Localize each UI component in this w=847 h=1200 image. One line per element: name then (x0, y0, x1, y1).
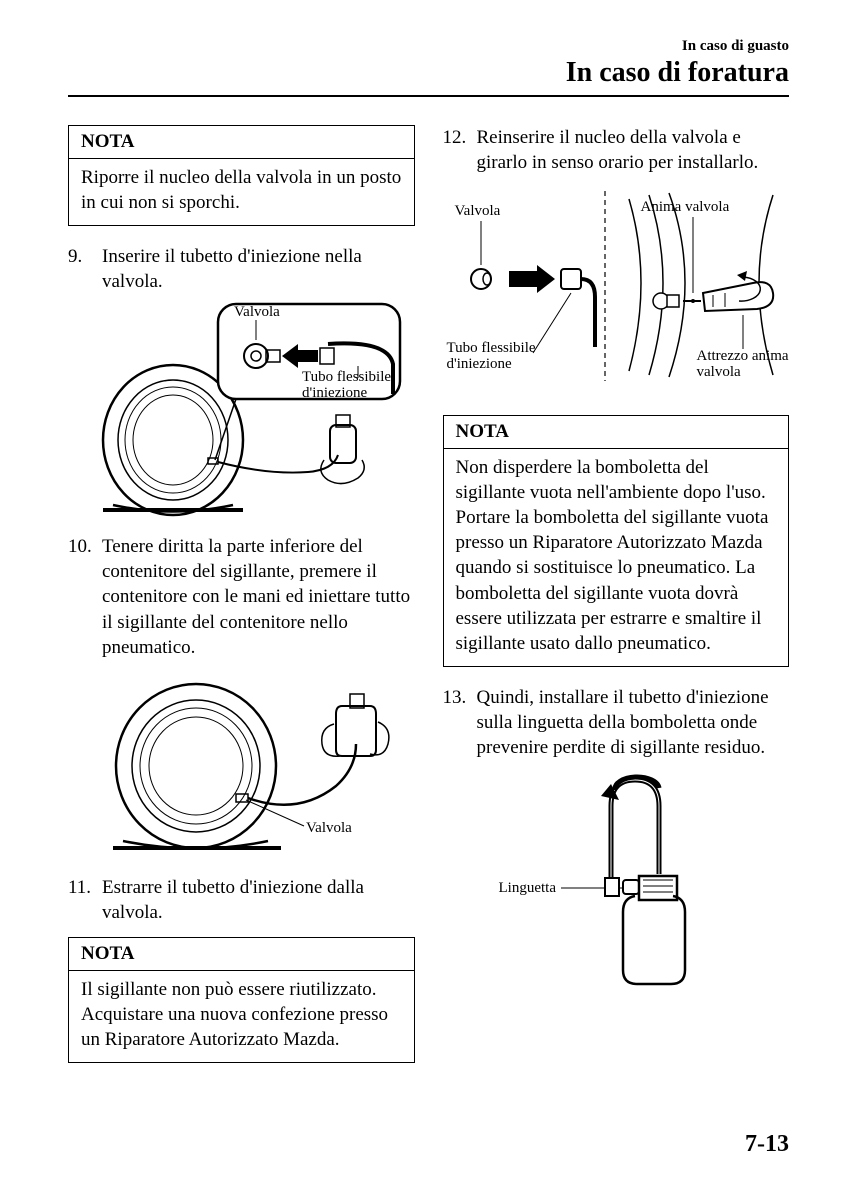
nota-title: NOTA (69, 126, 414, 159)
figure-label-attrezzo: Attrezzo anima valvola (697, 349, 797, 381)
figure-label-tubo: Tubo flessibile d'iniezione (302, 370, 402, 402)
step-9: 9. Inserire il tubetto d'iniezione nella… (68, 244, 415, 294)
step-text: Tenere diritta la parte inferiore del co… (102, 534, 415, 659)
nota-box-2: NOTA Il sigillante non può essere riutil… (68, 937, 415, 1063)
header-page-title: In caso di foratura (68, 57, 789, 89)
step-11: 11. Estrarre il tubetto d'iniezione dall… (68, 875, 415, 925)
nota-title: NOTA (69, 938, 414, 971)
nota-body: Il sigillante non può essere riutilizzat… (69, 971, 414, 1062)
figure-step13: Linguetta (443, 766, 790, 996)
header-section-label: In caso di guasto (68, 38, 789, 55)
nota-box-3: NOTA Non disperdere la bomboletta del si… (443, 415, 790, 667)
figure-step10: Valvola (68, 666, 415, 861)
step-text: Estrarre il tubetto d'iniezione dalla va… (102, 875, 415, 925)
step-number: 11. (68, 875, 102, 925)
figure-step12: Valvola Anima valvola Tubo flessibile d'… (443, 181, 790, 401)
step-number: 10. (68, 534, 102, 659)
figure-label-anima: Anima valvola (641, 199, 730, 216)
step-text: Reinserire il nucleo della valvola e gir… (477, 125, 790, 175)
nota-body: Riporre il nucleo della valvola in un po… (69, 159, 414, 225)
step-text: Quindi, installare il tubetto d'iniezion… (477, 685, 790, 760)
figure-label-tubo: Tubo flessibile d'iniezione (447, 341, 557, 373)
step-12: 12. Reinserire il nucleo della valvola e… (443, 125, 790, 175)
figure-label-valvola: Valvola (455, 203, 501, 220)
step-number: 9. (68, 244, 102, 294)
page-header: In caso di guasto In caso di foratura (68, 38, 789, 89)
nota-title: NOTA (444, 416, 789, 449)
header-rule (68, 95, 789, 97)
step-number: 13. (443, 685, 477, 760)
step-10: 10. Tenere diritta la parte inferiore de… (68, 534, 415, 659)
step-number: 12. (443, 125, 477, 175)
figure-label-valvola: Valvola (234, 304, 280, 321)
page-number: 7-13 (745, 1131, 789, 1158)
step-13: 13. Quindi, installare il tubetto d'inie… (443, 685, 790, 760)
figure-step9: Valvola Tubo flessibile d'iniezione (68, 300, 415, 520)
right-column: 12. Reinserire il nucleo della valvola e… (443, 125, 790, 1081)
content-columns: NOTA Riporre il nucleo della valvola in … (68, 125, 789, 1081)
figure-label-valvola: Valvola (306, 820, 352, 837)
nota-body: Non disperdere la bomboletta del sigilla… (444, 449, 789, 666)
left-column: NOTA Riporre il nucleo della valvola in … (68, 125, 415, 1081)
step-text: Inserire il tubetto d'iniezione nella va… (102, 244, 415, 294)
figure-label-linguetta: Linguetta (499, 880, 556, 897)
nota-box-1: NOTA Riporre il nucleo della valvola in … (68, 125, 415, 226)
